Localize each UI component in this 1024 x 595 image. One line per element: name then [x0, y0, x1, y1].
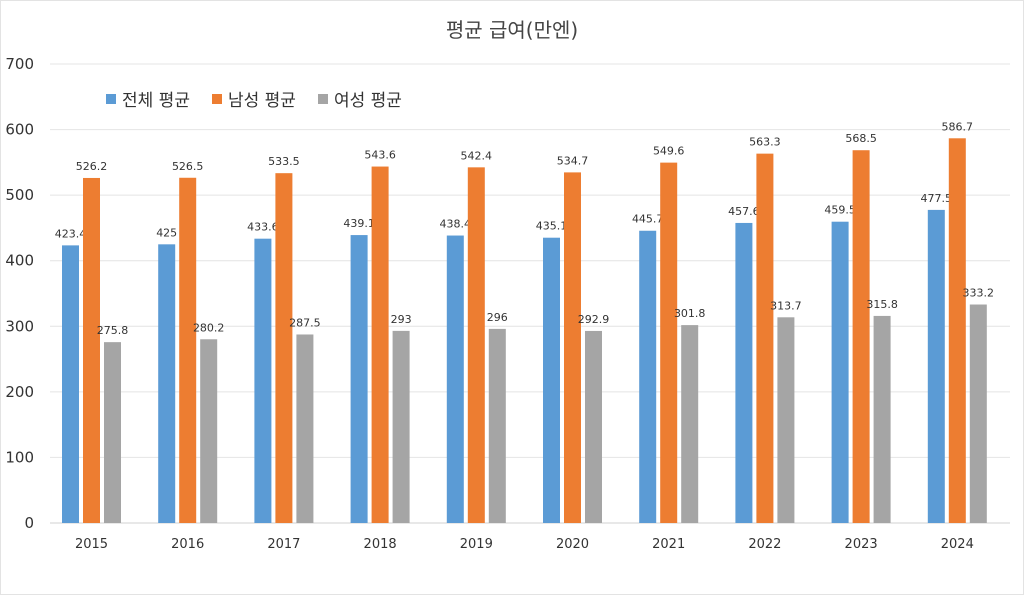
x-tick-label: 2017: [267, 537, 300, 552]
bar: [639, 230, 657, 523]
bar: [852, 150, 870, 523]
data-label: 549.6: [653, 145, 685, 158]
x-tick-label: 2015: [75, 537, 108, 552]
bar: [446, 235, 464, 523]
data-label: 301.8: [674, 307, 706, 320]
data-label: 534.7: [557, 154, 589, 167]
bar: [756, 153, 774, 523]
data-label: 533.5: [268, 155, 300, 168]
legend-item-female: 여성 평균: [317, 86, 402, 111]
bar: [777, 317, 795, 523]
bar: [296, 334, 314, 523]
bar: [371, 166, 389, 523]
data-label: 292.9: [578, 313, 610, 326]
bar: [254, 238, 272, 523]
chart-title: 평균 급여(만엔): [445, 18, 579, 42]
data-label: 296: [487, 311, 508, 324]
data-label: 433.6: [247, 221, 279, 234]
bar: [179, 177, 197, 524]
data-label: 293: [391, 313, 412, 326]
bar: [948, 138, 966, 524]
bar: [831, 221, 849, 523]
legend-item-total: 전체 평균: [106, 86, 190, 111]
data-label: 439.1: [343, 217, 375, 230]
bar: [104, 342, 121, 523]
legend: 전체 평균 남성 평균 여성 평균: [106, 86, 402, 111]
data-label: 313.7: [770, 299, 802, 312]
x-tick-label: 2023: [845, 537, 878, 552]
y-tick-label: 700: [5, 55, 34, 73]
legend-item-male: 남성 평균: [211, 86, 296, 111]
data-label: 275.8: [97, 324, 129, 337]
legend-label-female: 여성 평균: [333, 91, 402, 111]
bar: [275, 173, 293, 523]
bar: [200, 339, 218, 523]
data-label: 438.4: [440, 218, 472, 231]
y-tick-label: 400: [5, 252, 34, 270]
data-label: 586.7: [942, 120, 974, 133]
data-label: 568.5: [845, 132, 877, 145]
bar: [735, 222, 753, 524]
data-label: 423.4: [55, 227, 87, 240]
data-label: 425: [156, 226, 177, 239]
bar: [467, 167, 485, 523]
bar: [158, 244, 176, 524]
data-label: 445.7: [632, 213, 664, 226]
x-tick-label: 2024: [941, 537, 974, 552]
y-tick-label: 100: [5, 448, 34, 466]
data-label: 563.3: [749, 136, 781, 149]
legend-label-total: 전체 평균: [122, 91, 190, 111]
data-label: 315.8: [866, 298, 898, 311]
y-tick-label: 300: [5, 317, 34, 335]
data-label: 477.5: [921, 192, 953, 205]
legend-swatch-male: [211, 93, 222, 104]
data-label: 526.2: [76, 160, 108, 173]
bar: [83, 177, 100, 524]
legend-label-male: 남성 평균: [227, 91, 296, 111]
x-tick-label: 2022: [748, 537, 781, 552]
bar: [543, 237, 560, 523]
bar: [660, 162, 678, 523]
x-tick-label: 2021: [652, 537, 685, 552]
bar: [927, 209, 945, 523]
bar: [585, 330, 602, 523]
data-label: 457.6: [728, 205, 760, 218]
bar: [969, 304, 987, 523]
y-tick-label: 500: [5, 186, 34, 204]
data-label: 526.5: [172, 160, 204, 173]
bar: [62, 245, 79, 523]
x-tick-label: 2020: [556, 537, 589, 552]
data-label: 459.5: [824, 204, 856, 217]
bar: [681, 325, 699, 523]
bar: [873, 315, 891, 523]
bar: [392, 330, 410, 523]
x-tick-label: 2019: [460, 537, 493, 552]
data-label: 542.4: [461, 149, 493, 162]
legend-swatch-total: [106, 93, 116, 104]
y-tick-label: 200: [5, 383, 34, 401]
data-label: 287.5: [289, 316, 321, 329]
x-tick-label: 2016: [171, 537, 204, 552]
x-tick-label: 2018: [364, 537, 397, 552]
bar: [350, 235, 368, 523]
y-tick-label: 0: [24, 514, 34, 532]
bar: [488, 328, 506, 523]
data-label: 435.1: [536, 220, 568, 233]
legend-swatch-female: [317, 93, 328, 104]
bar: [564, 172, 581, 523]
data-label: 333.2: [963, 287, 995, 300]
y-tick-label: 600: [5, 121, 34, 139]
data-label: 280.2: [193, 321, 225, 334]
data-label: 543.6: [364, 149, 396, 162]
